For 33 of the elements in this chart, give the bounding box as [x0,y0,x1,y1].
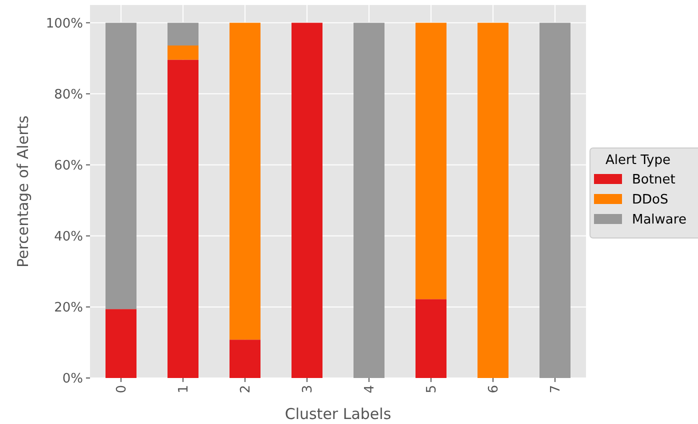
y-tick-label: 40% [54,229,83,244]
y-tick-label: 100% [46,16,83,32]
bar [168,45,198,60]
bar [230,340,260,378]
bar [168,60,198,378]
x-tick-label: 5 [424,385,440,394]
legend-label: DDoS [632,192,668,208]
bar [354,22,384,378]
bar [416,22,446,300]
bar [230,22,260,340]
x-tick-label: 2 [238,385,254,394]
x-tick-label: 4 [362,385,378,394]
legend-title: Alert Type [606,153,670,168]
legend-label: Botnet [632,172,676,188]
x-tick-label: 3 [300,385,316,394]
x-tick-label: 7 [548,385,564,394]
x-tick-label: 6 [486,385,502,394]
bar [478,22,508,378]
bar [106,22,136,310]
x-tick-label: 1 [176,385,192,394]
y-tick-label: 0% [62,372,83,387]
bar [416,299,446,378]
legend-label: Malware [632,212,686,228]
x-axis-title: Cluster Labels [284,405,392,423]
y-tick-label: 60% [54,158,83,174]
y-axis-title: Percentage of Alerts [14,115,32,268]
bar [168,22,198,46]
x-tick-label: 0 [114,385,130,394]
bar [540,22,570,378]
bar [292,22,322,378]
y-tick-label: 80% [54,87,83,102]
bar [106,309,136,378]
y-tick-label: 20% [54,300,83,316]
